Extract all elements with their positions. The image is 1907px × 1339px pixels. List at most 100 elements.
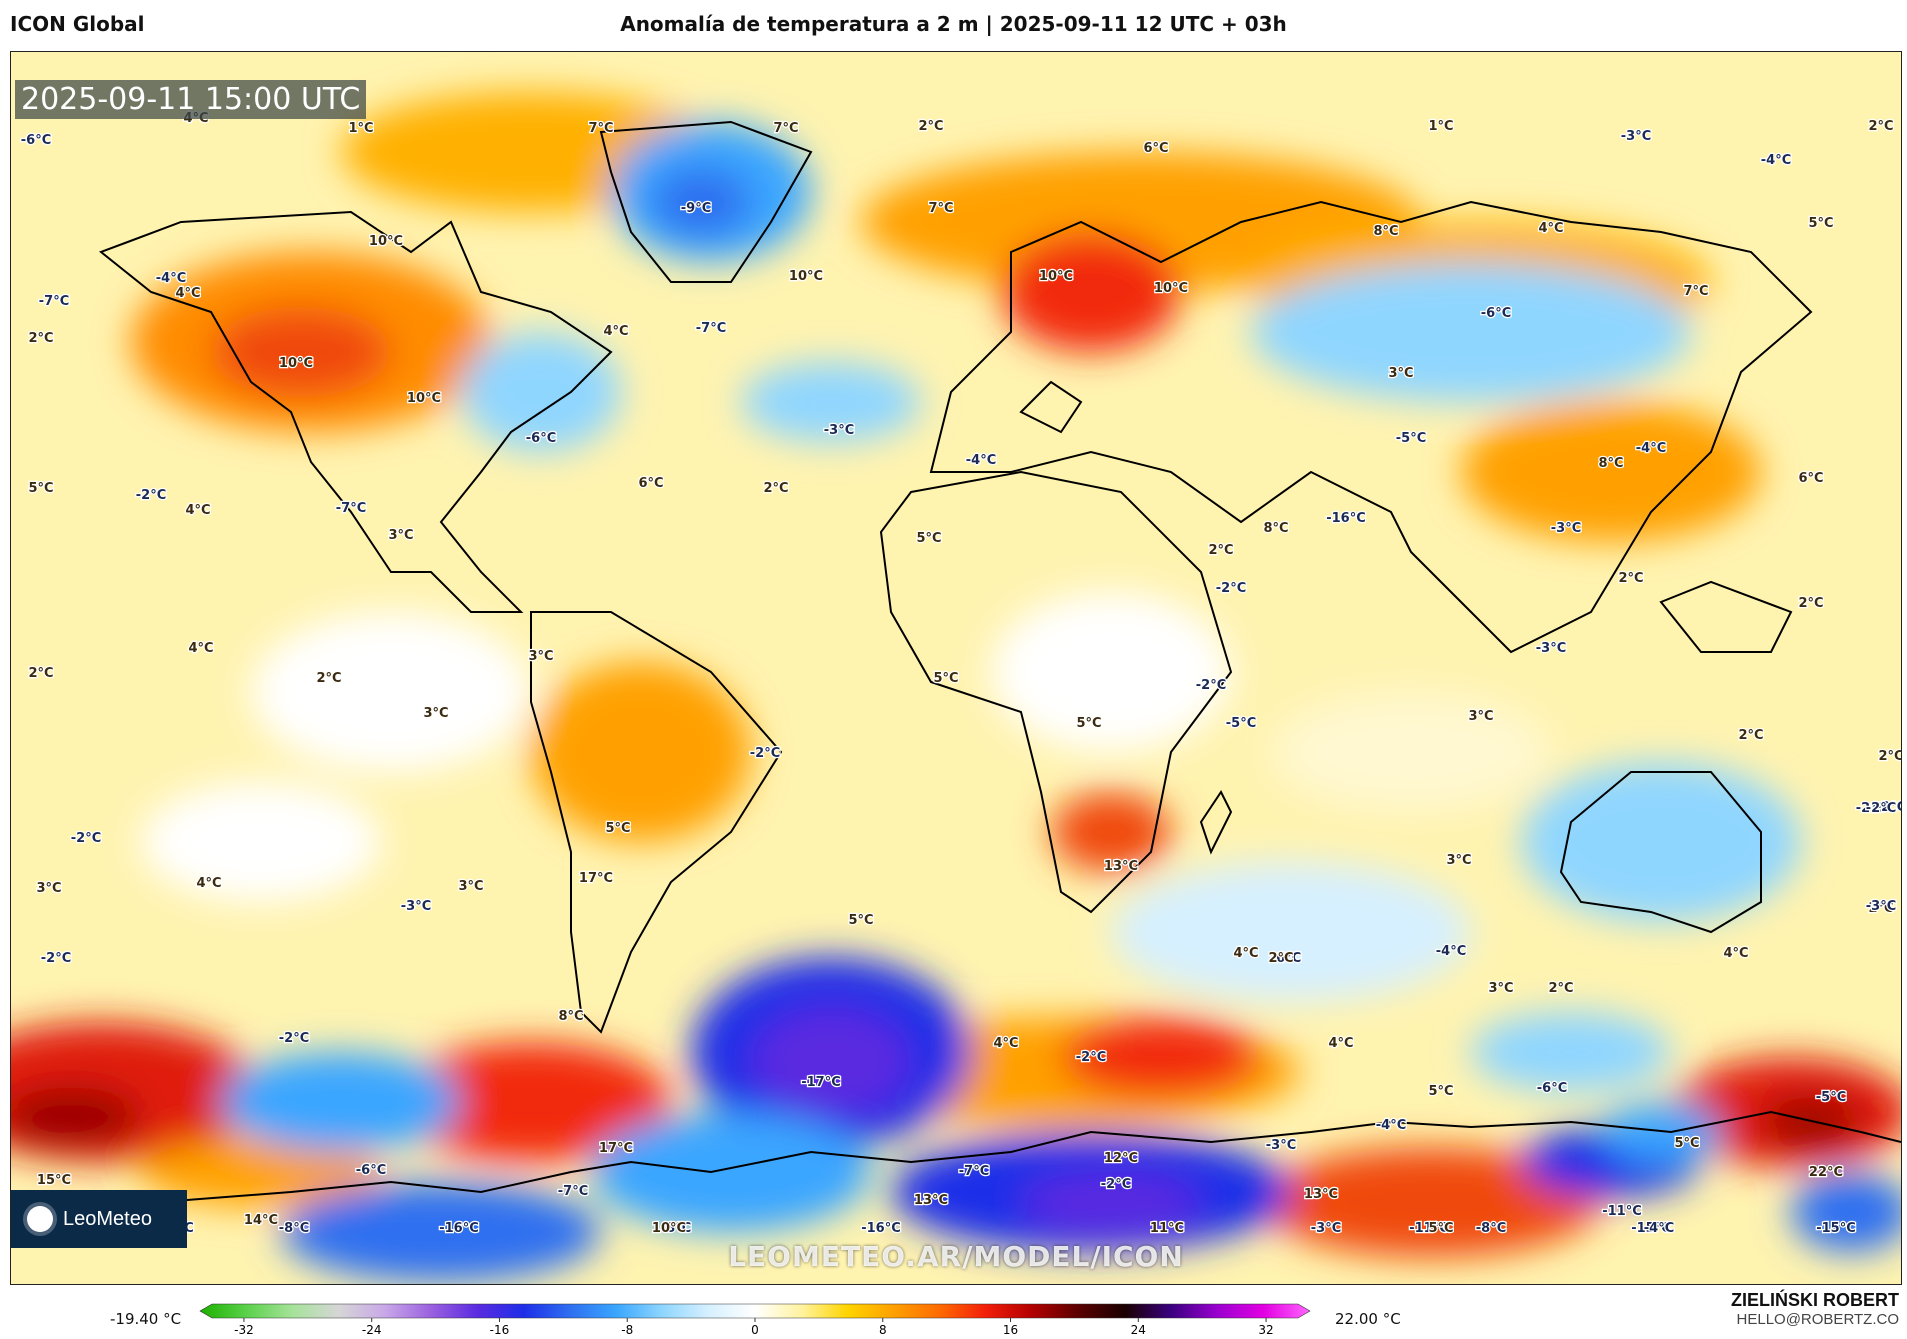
temperature-label: 3°C [1388, 366, 1413, 381]
temperature-label: 11°C [1150, 1221, 1184, 1236]
temperature-label: -11°C [1409, 1221, 1449, 1236]
temperature-label: 17°C [579, 871, 613, 886]
temperature-label: -4°C [156, 271, 186, 286]
temperature-label: -2°C [1101, 1177, 1131, 1192]
temperature-label: 8°C [1263, 521, 1288, 536]
temperature-label: -2°C [1856, 801, 1886, 816]
temperature-label: 10°C [369, 234, 403, 249]
temperature-label: -16°C [439, 1221, 479, 1236]
leometeo-logo[interactable]: LeoMeteo [11, 1190, 187, 1248]
temperature-label: 4°C [603, 324, 628, 339]
temperature-label: -4°C [966, 453, 996, 468]
temperature-label: -5°C [1396, 431, 1426, 446]
temperature-label: -7°C [696, 321, 726, 336]
colorbar-tick-label: -24 [362, 1323, 382, 1336]
temperature-label: -2°C [1866, 801, 1896, 816]
temperature-label: 4°C [185, 503, 210, 518]
temperature-label: -3°C [1866, 899, 1896, 914]
colorbar-tick-label: 24 [1131, 1323, 1146, 1336]
temperature-label: 2°C [28, 666, 53, 681]
valid-time-badge: 2025-09-11 15:00 UTC [15, 80, 367, 119]
temperature-label: 4°C [1328, 1036, 1353, 1051]
temperature-label: 10°C [279, 356, 313, 371]
temperature-label: 2°C [1208, 543, 1233, 558]
legend-max-value: 22.00 °C [1335, 1310, 1401, 1328]
temperature-label: -7°C [39, 294, 69, 309]
temperature-label: -17°C [801, 1075, 841, 1090]
temperature-label: -2°C [279, 1031, 309, 1046]
temperature-label: 2°C [316, 671, 341, 686]
temperature-label: 22°C [1809, 1165, 1843, 1180]
temperature-label: 5°C [28, 481, 53, 496]
temperature-label: 3°C [36, 881, 61, 896]
temperature-label: 3°C [528, 649, 553, 664]
temperature-label: 7°C [773, 121, 798, 136]
map-title: Anomalía de temperatura a 2 m | 2025-09-… [620, 12, 1287, 36]
temperature-label: 3°C [1446, 853, 1471, 868]
temperature-label: -7°C [336, 501, 366, 516]
temperature-label: 5°C [933, 671, 958, 686]
temperature-label: 4°C [175, 286, 200, 301]
temperature-label: 2°C [1878, 749, 1901, 764]
model-name: ICON Global [10, 12, 145, 36]
temperature-label: -2°C [1876, 800, 1901, 815]
temperature-label: 2°C [1798, 596, 1823, 611]
temperature-label: 4°C [993, 1036, 1018, 1051]
temperature-label: 5°C [848, 913, 873, 928]
temperature-label: -4°C [1636, 441, 1666, 456]
author-credit: ZIELIŃSKI ROBERT HELLO@ROBERTZ.CO [1731, 1290, 1899, 1328]
temperature-label: 8°C [558, 1009, 583, 1024]
temperature-label: -2°C [1216, 581, 1246, 596]
map-area[interactable]: 4°C1°C7°C7°C2°C1°C-3°C2°C-6°C6°C-4°C-9°C… [10, 51, 1902, 1285]
temperature-label: -9°C [681, 201, 711, 216]
temperature-label: -2°C [41, 951, 71, 966]
temperature-label: -5°C [1226, 716, 1256, 731]
colorbar-tick-label: 0 [751, 1323, 759, 1336]
temperature-label: 10°C [1154, 281, 1188, 296]
temperature-label: 5°C [1428, 1084, 1453, 1099]
temperature-label: -2°C [1076, 1050, 1106, 1065]
temperature-label: 13°C [914, 1193, 948, 1208]
colorbar: -32 -24 -16 -8 0 8 16 24 32 [199, 1303, 1311, 1336]
temperature-label: 7°C [588, 121, 613, 136]
temperature-label: 14°C [244, 1213, 278, 1228]
temperature-label: -15°C [1631, 1221, 1671, 1236]
temperature-label: -6°C [356, 1163, 386, 1178]
temperature-label: -4°C [1644, 1221, 1674, 1236]
temperature-label: 5°C [1674, 1136, 1699, 1151]
colorbar-tick-label: -8 [621, 1323, 633, 1336]
temperature-label: 15°C [37, 1173, 71, 1188]
temperature-label: -15°C [1816, 1221, 1856, 1236]
temperature-label: -11°C [1602, 1204, 1642, 1219]
temperature-label: 4°C [196, 876, 221, 891]
temperature-labels: 4°C1°C7°C7°C2°C1°C-3°C2°C-6°C6°C-4°C-9°C… [20, 110, 1901, 1238]
colorbar-tick-label: 32 [1258, 1323, 1273, 1336]
temperature-label: 2°C [1268, 951, 1293, 966]
temperature-label: 2°C [1868, 901, 1893, 916]
logo-text: LeoMeteo [63, 1207, 152, 1230]
temperature-label: 17°C [599, 1141, 633, 1156]
anomaly-map[interactable]: 4°C1°C7°C7°C2°C1°C-3°C2°C-6°C6°C-4°C-9°C… [11, 52, 1901, 1284]
colorbar-tick-label: -16 [490, 1323, 510, 1336]
temperature-label: 3°C [458, 879, 483, 894]
temperature-label: 8°C [1598, 456, 1623, 471]
temperature-label: -3°C [1621, 129, 1651, 144]
temperature-label: 8°C [1373, 224, 1398, 239]
temperature-label: 10°C [652, 1221, 686, 1236]
temperature-label: 2°C [28, 331, 53, 346]
temperature-label: -7°C [959, 1164, 989, 1179]
temperature-label: 2°C [1548, 981, 1573, 996]
temperature-label: 2°C [1618, 571, 1643, 586]
temperature-label: -7°C [558, 1184, 588, 1199]
colorbar-legend: -19.40 °C -32 -24 -16 -8 0 8 16 24 32 22.00 °C [0, 1290, 1907, 1339]
temperature-label: 13°C [1104, 859, 1138, 874]
author-name: ZIELIŃSKI ROBERT [1730, 1290, 1899, 1310]
temperature-label: -2°C [1866, 801, 1896, 816]
temperature-label: 4°C [1233, 946, 1258, 961]
temperature-label: 4°C [188, 641, 213, 656]
temperature-label: -3°C [824, 423, 854, 438]
anomaly-field [11, 92, 1901, 1282]
temperature-label: 10°C [1039, 269, 1073, 284]
temperature-label: 5°C [1076, 716, 1101, 731]
temperature-label: -4°C [1271, 951, 1301, 966]
